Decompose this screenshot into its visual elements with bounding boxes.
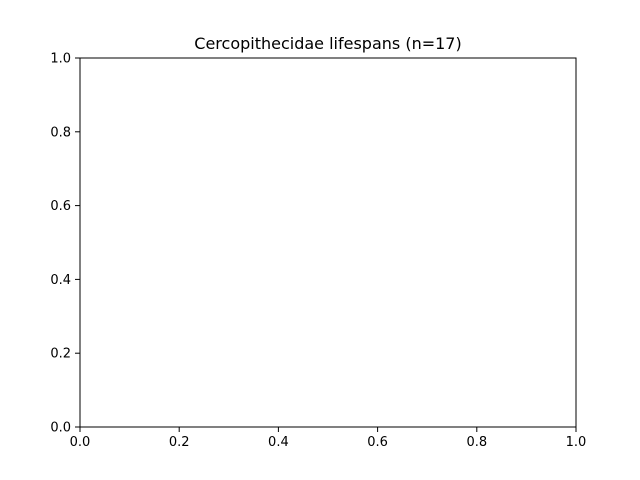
- y-axis: 0.0 0.2 0.4 0.6 0.8 1.0: [50, 52, 80, 436]
- x-tick-label: 0.0: [70, 435, 91, 450]
- y-tick-label: 0.0: [50, 421, 71, 436]
- x-tick-label: 0.2: [169, 435, 190, 450]
- x-tick-label: 0.4: [268, 435, 289, 450]
- y-tick-label: 1.0: [50, 52, 71, 67]
- y-tick-label: 0.8: [50, 125, 71, 140]
- x-tick-label: 1.0: [566, 435, 587, 450]
- y-tick-label: 0.6: [50, 199, 71, 214]
- y-tick-label: 0.4: [50, 273, 71, 288]
- chart-title: Cercopithecidae lifespans (n=17): [194, 34, 461, 53]
- x-tick-label: 0.8: [466, 435, 487, 450]
- x-tick-label: 0.6: [367, 435, 388, 450]
- x-axis: 0.0 0.2 0.4 0.6 0.8 1.0: [70, 427, 587, 450]
- plot-area: [79, 57, 577, 428]
- y-tick-label: 0.2: [50, 347, 71, 362]
